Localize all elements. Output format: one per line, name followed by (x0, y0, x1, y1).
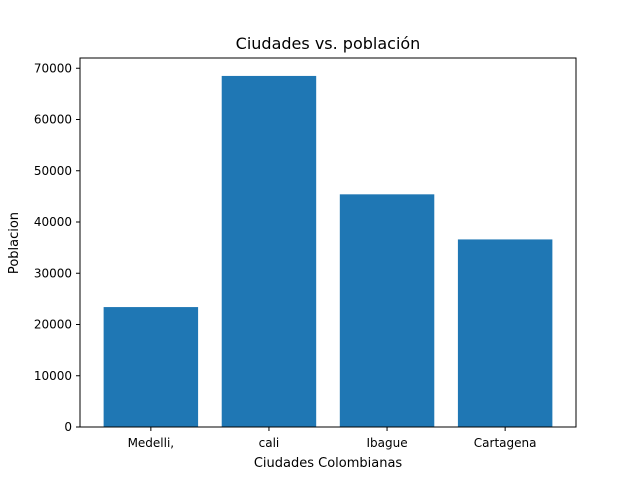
bar-cartagena (457, 239, 553, 427)
x-tick-label: Ibague (366, 436, 407, 450)
chart-title: Ciudades vs. población (236, 34, 421, 53)
y-tick-label: 60000 (34, 113, 72, 127)
x-tick-label: cali (259, 436, 280, 450)
x-axis-label: Ciudades Colombianas (254, 456, 403, 471)
y-tick-label: 0 (64, 420, 72, 434)
x-tick-label: Medelli, (128, 436, 175, 450)
y-tick-label: 10000 (34, 369, 72, 383)
y-axis-label: Poblacion (7, 212, 22, 274)
bar-ibague (339, 194, 435, 427)
plot-frame (79, 57, 577, 428)
y-tick-label: 20000 (34, 318, 72, 332)
y-tick-label: 70000 (34, 61, 72, 75)
x-axis: Medelli, cali Ibague Cartagena (128, 427, 537, 450)
bars-group (103, 75, 553, 427)
y-axis: 0 10000 20000 30000 40000 50000 60000 70000 (34, 61, 80, 434)
bar-cali (221, 75, 317, 427)
y-tick-label: 30000 (34, 266, 72, 280)
x-tick-label: Cartagena (474, 436, 537, 450)
y-tick-label: 50000 (34, 164, 72, 178)
y-tick-label: 40000 (34, 215, 72, 229)
bar-medelli (103, 307, 199, 427)
